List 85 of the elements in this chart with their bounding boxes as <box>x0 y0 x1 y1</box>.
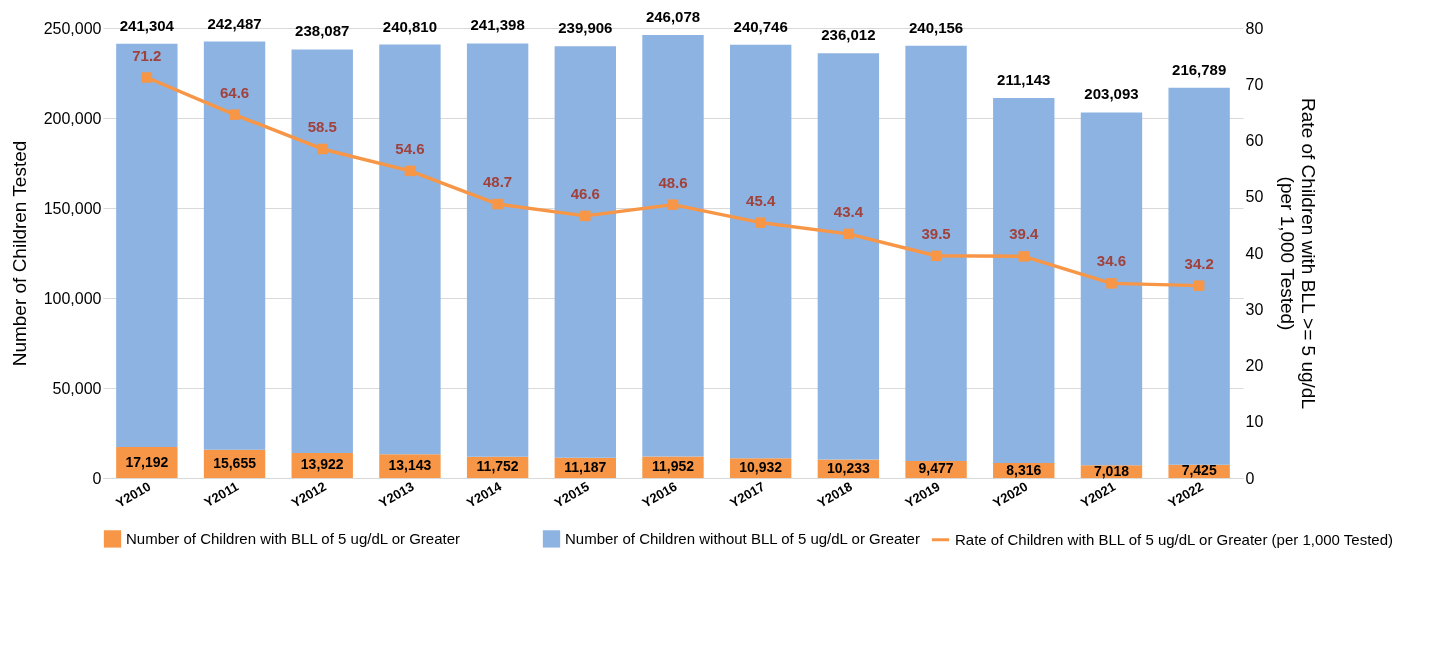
data-label: 11,752 <box>476 458 519 475</box>
data-label: 10,233 <box>826 459 870 476</box>
data-label: 17,192 <box>125 453 169 470</box>
total-label: 241,304 <box>119 16 175 34</box>
total-label: 211,143 <box>997 70 1051 88</box>
data-label: 13,922 <box>300 456 344 473</box>
data-label: 34.6 <box>1096 252 1127 270</box>
total-label: 239,906 <box>558 19 613 37</box>
y2-axis-title: Rate of Children with BLL >= 5 ug/dL (per 1,000 Tested) <box>1277 98 1320 409</box>
point <box>1193 280 1205 291</box>
point <box>141 72 153 83</box>
point <box>843 228 854 240</box>
point <box>1106 278 1117 289</box>
data-label: 48.7 <box>483 173 513 191</box>
point <box>580 210 591 222</box>
y-tick-label: 200,000 <box>43 109 102 127</box>
bar <box>291 49 353 453</box>
data-label: 7,018 <box>1093 462 1130 479</box>
data-label: 13,143 <box>388 457 432 474</box>
data-label: 10,932 <box>739 459 783 476</box>
bar <box>379 44 441 455</box>
y2-tick-label: 60 <box>1245 132 1264 149</box>
data-label: 9,477 <box>918 460 954 477</box>
data-label: 71.2 <box>132 46 162 64</box>
y-tick-label: 100,000 <box>43 289 102 307</box>
total-label: 236,012 <box>821 26 876 44</box>
y-tick-label: 50,000 <box>52 379 102 397</box>
data-label: 39.4 <box>1009 225 1040 243</box>
total-label: 242,487 <box>207 14 262 32</box>
total-label: 216,789 <box>1172 60 1227 78</box>
data-label: 15,655 <box>213 454 257 471</box>
y2-tick-label: 30 <box>1245 300 1264 318</box>
data-label: 34.2 <box>1184 254 1214 272</box>
data-label: 7,425 <box>1181 462 1217 479</box>
point <box>755 217 766 228</box>
y2-tick-label: 70 <box>1245 75 1264 93</box>
data-label: 45.4 <box>746 191 776 209</box>
data-label: 11,952 <box>651 458 695 475</box>
total-label: 246,078 <box>645 8 701 26</box>
y-axis-title: Number of Children Tested <box>8 140 30 367</box>
data-label: 39.5 <box>921 224 951 242</box>
point <box>316 143 328 155</box>
data-label: 58.5 <box>307 117 337 135</box>
bar <box>554 46 616 458</box>
data-label: 46.6 <box>570 184 600 202</box>
total-label: 203,093 <box>1084 85 1139 103</box>
point <box>404 165 416 177</box>
data-label: 48.6 <box>658 173 688 191</box>
legend-label: Rate of Children with BLL of 5 ug/dL or Greater (per 1,000 Tested) <box>955 530 1394 548</box>
total-label: 241,398 <box>470 16 525 34</box>
bar <box>116 43 178 448</box>
point <box>1018 251 1030 262</box>
y2-tick-label: 80 <box>1245 19 1264 37</box>
point <box>930 250 942 262</box>
bar <box>730 44 792 459</box>
legend-label: Number of Children without BLL of 5 ug/dL or Greater <box>565 529 920 547</box>
bar <box>905 45 967 461</box>
y-tick-label: 0 <box>92 469 102 487</box>
bar <box>817 53 880 460</box>
total-label: 240,810 <box>382 17 438 35</box>
y2-tick-label: 0 <box>1245 469 1255 487</box>
y2-tick-label: 20 <box>1245 357 1264 374</box>
data-label: 11,187 <box>564 458 607 475</box>
point <box>492 198 503 210</box>
bar <box>642 35 704 457</box>
y2-tick-label: 10 <box>1245 413 1264 431</box>
y-tick-label: 250,000 <box>43 19 102 37</box>
data-label: 64.6 <box>219 83 250 101</box>
legend-label: Number of Children with BLL of 5 ug/dL or Greater <box>126 529 461 547</box>
total-label: 240,156 <box>908 18 964 36</box>
bar <box>466 43 529 457</box>
total-label: 240,746 <box>733 17 788 35</box>
total-label: 238,087 <box>295 22 350 40</box>
point <box>229 109 240 120</box>
y-tick-label: 150,000 <box>43 199 102 217</box>
bar <box>1080 112 1143 466</box>
point <box>667 199 679 210</box>
y2-tick-label: 50 <box>1245 188 1264 206</box>
y2-tick-label: 40 <box>1245 244 1264 262</box>
bar <box>993 97 1055 464</box>
data-label: 43.4 <box>833 202 864 220</box>
data-label: 8,316 <box>1006 461 1042 478</box>
bar <box>203 41 266 450</box>
bar <box>1168 87 1230 465</box>
data-label: 54.6 <box>395 139 425 157</box>
